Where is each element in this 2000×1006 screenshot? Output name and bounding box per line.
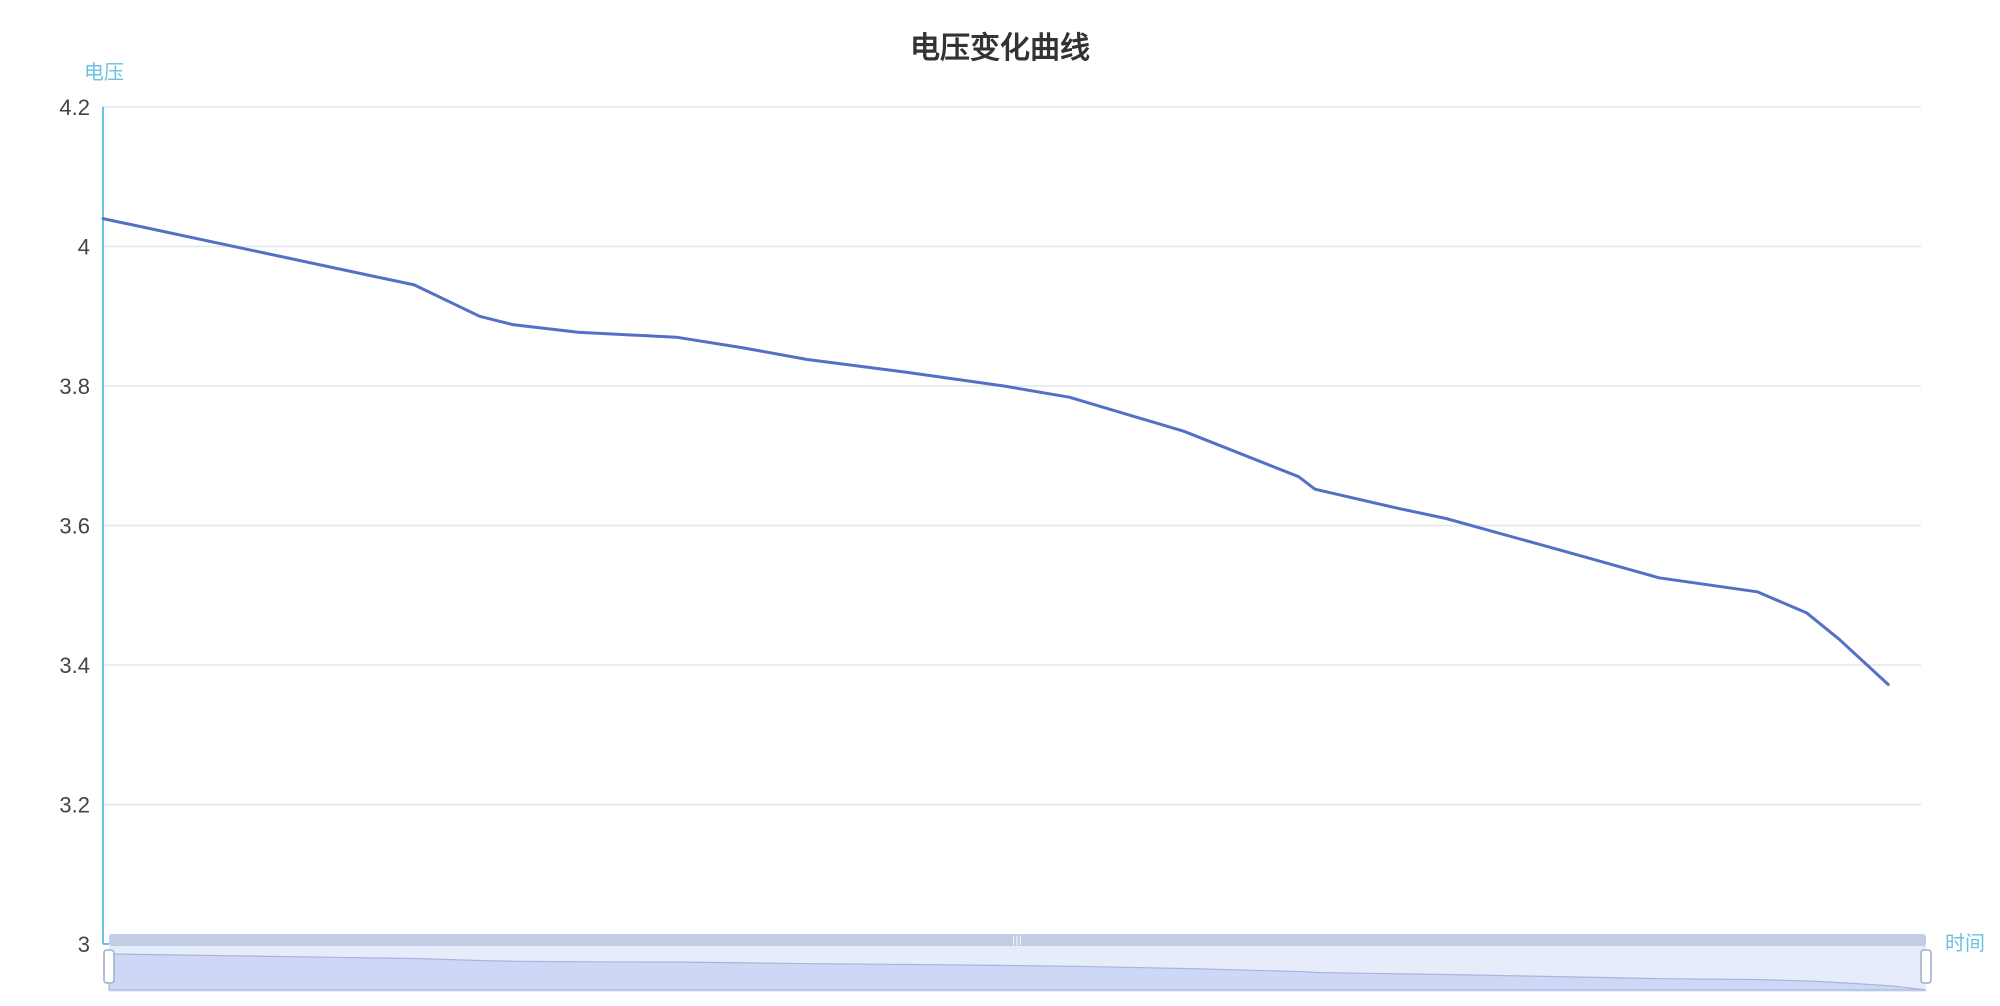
data-point[interactable] <box>1395 506 1399 510</box>
data-point[interactable] <box>101 217 105 221</box>
y-axis-title: 电压 <box>84 60 124 84</box>
series-layer <box>101 217 1890 687</box>
x-axis-title: 时间 <box>1945 931 1985 955</box>
zoom-grip-icon: ||| <box>1012 935 1022 946</box>
data-point[interactable] <box>1804 611 1808 615</box>
data-point[interactable] <box>1313 487 1317 491</box>
zoom-handle-right[interactable] <box>1920 949 1932 984</box>
data-point[interactable] <box>412 283 416 287</box>
y-tick-label: 3.6 <box>59 514 90 539</box>
zoom-slider-range-bar[interactable] <box>109 934 1926 946</box>
data-point[interactable] <box>904 370 908 374</box>
data-point[interactable] <box>805 358 809 362</box>
y-tick-label: 4 <box>78 235 90 260</box>
y-tick-label: 4.2 <box>59 95 90 120</box>
data-point[interactable] <box>1575 553 1579 557</box>
y-tick-label: 3.8 <box>59 374 90 399</box>
grid-lines <box>103 106 1921 945</box>
data-point[interactable] <box>1755 590 1759 594</box>
data-point[interactable] <box>1297 475 1301 479</box>
zoom-handle-left[interactable] <box>103 949 115 984</box>
voltage-series-line <box>101 217 1890 686</box>
data-point[interactable] <box>1002 384 1006 388</box>
data-point[interactable] <box>1886 683 1890 687</box>
y-tick-label: 3.2 <box>59 793 90 818</box>
data-point[interactable] <box>1444 517 1448 521</box>
data-point[interactable] <box>511 323 515 327</box>
chart-title: 电压变化曲线 <box>910 31 1090 66</box>
data-zoom-slider[interactable]: ||| <box>103 934 1932 992</box>
data-point[interactable] <box>674 335 678 339</box>
data-point[interactable] <box>1657 576 1661 580</box>
data-point[interactable] <box>478 314 482 318</box>
y-axis-ticks: 4.2 4 3.8 3.6 3.4 3.2 3 <box>59 95 90 957</box>
data-point[interactable] <box>1837 637 1841 641</box>
data-point[interactable] <box>1182 429 1186 433</box>
y-tick-label: 3.4 <box>59 653 90 678</box>
y-tick-label: 3 <box>78 932 90 957</box>
data-point[interactable] <box>576 330 580 334</box>
data-point[interactable] <box>740 346 744 350</box>
data-point[interactable] <box>1067 395 1071 399</box>
zoom-preview-area <box>108 953 1927 991</box>
